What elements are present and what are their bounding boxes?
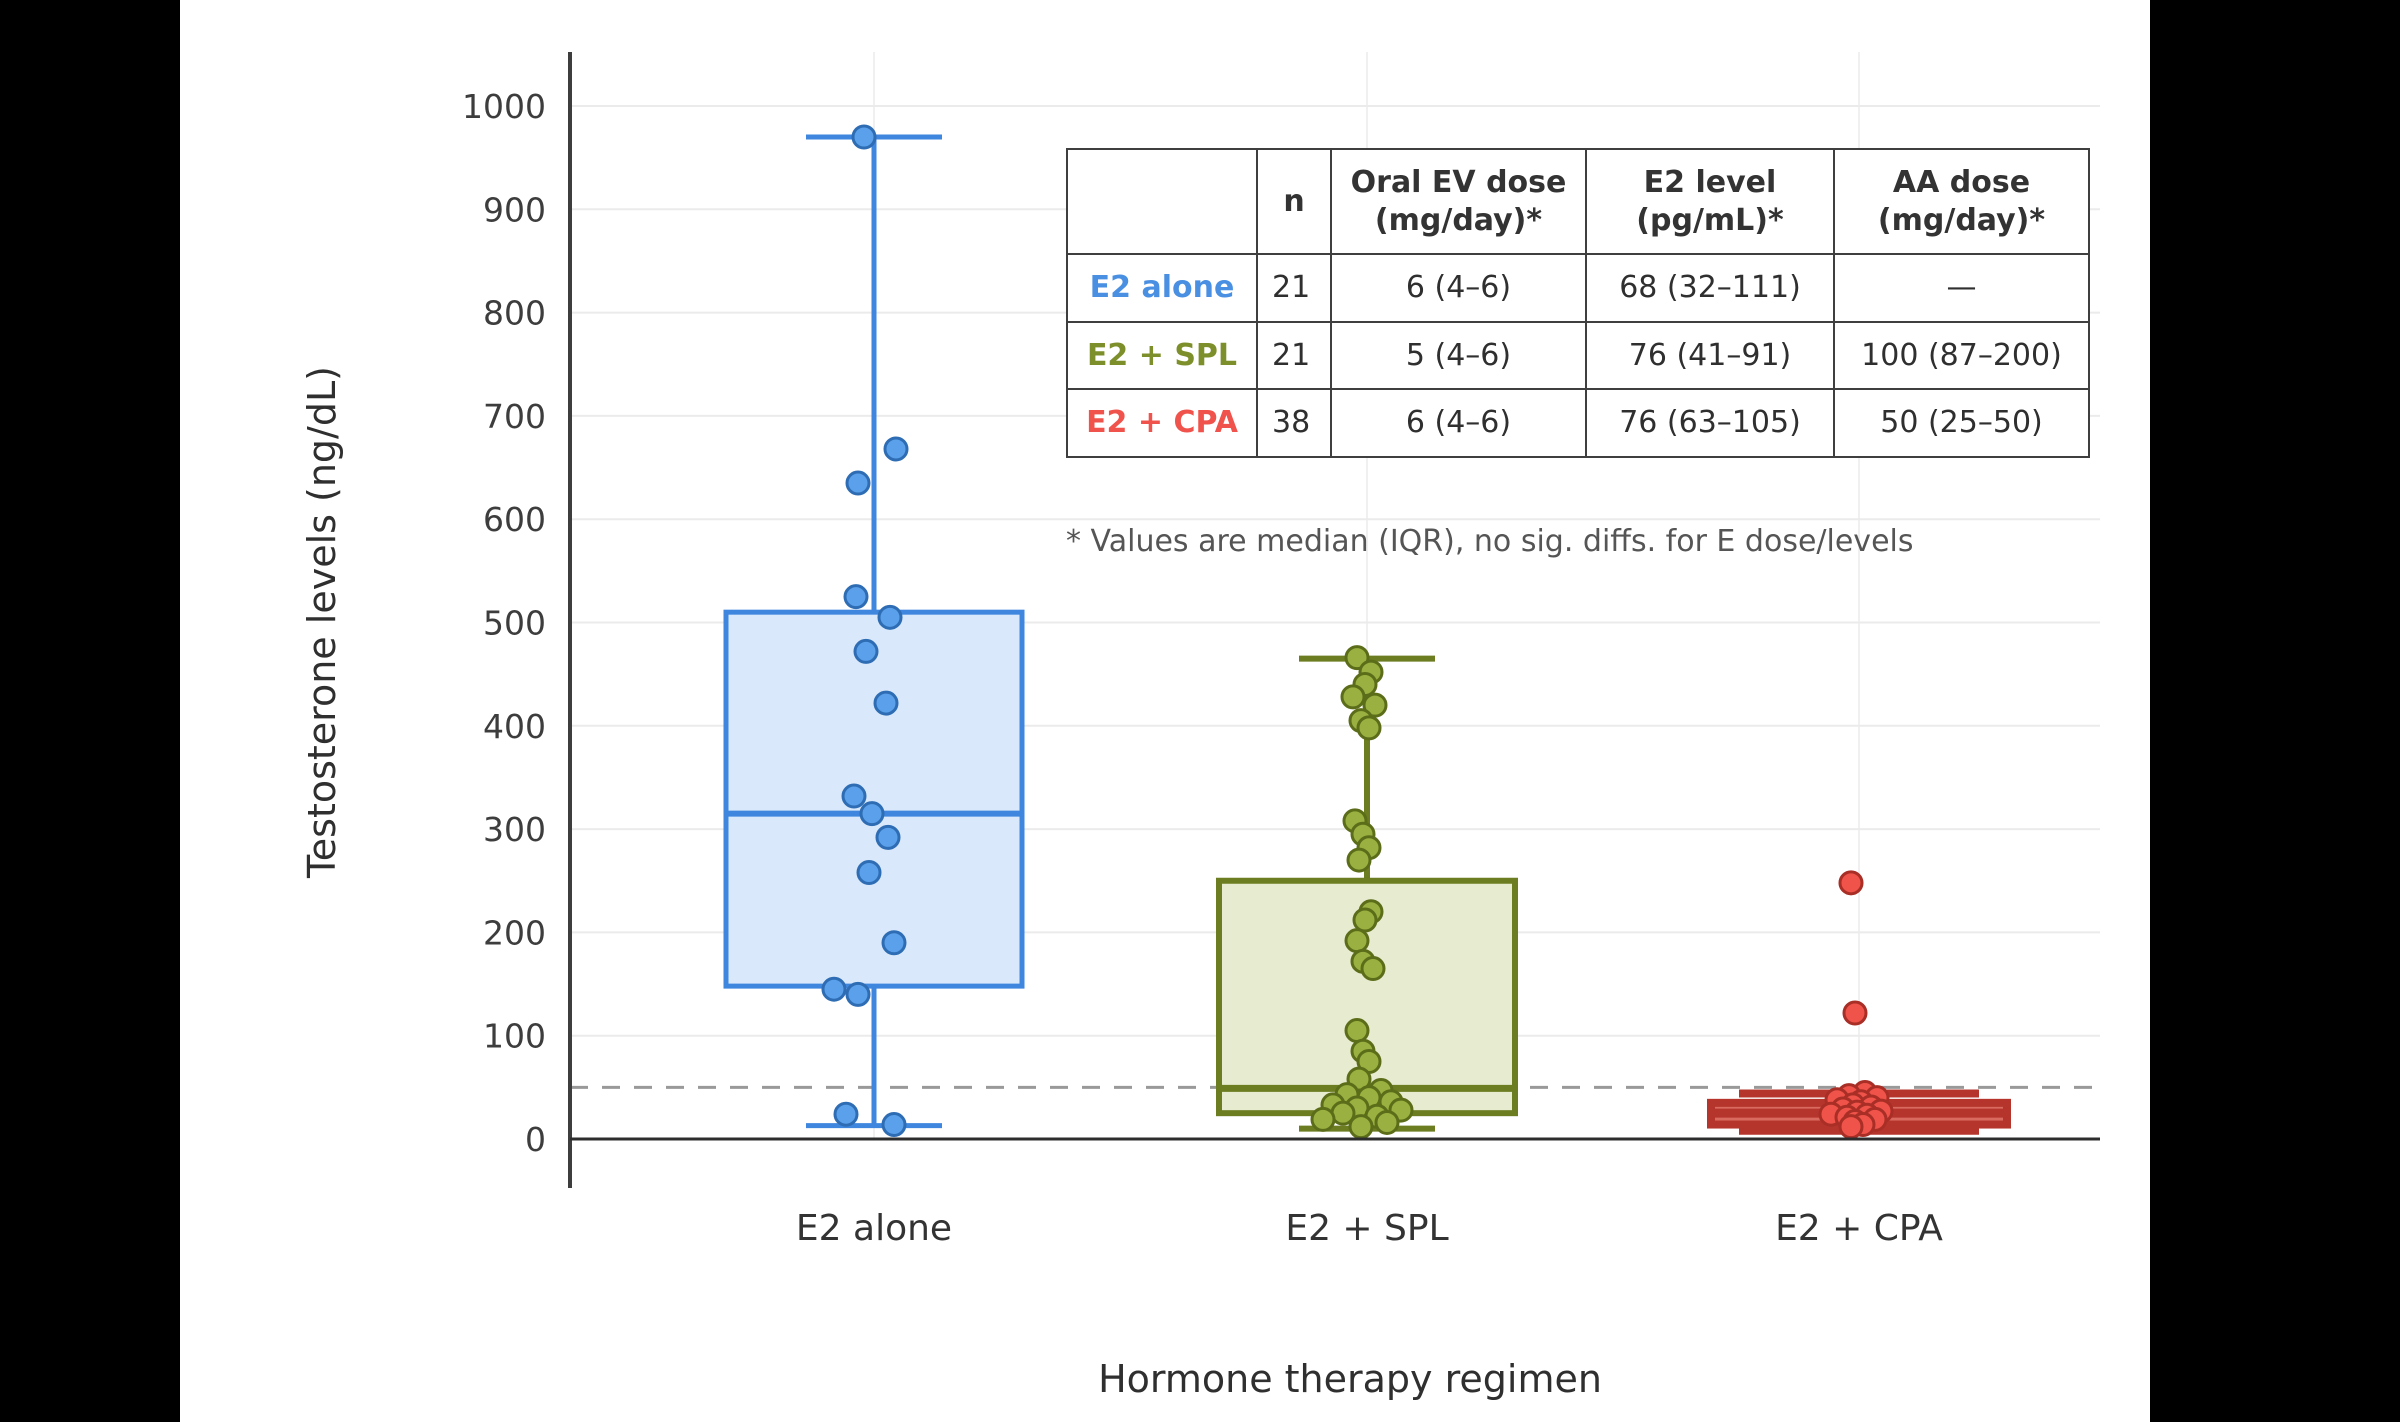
cell-n: 38 xyxy=(1256,388,1332,458)
svg-text:900: 900 xyxy=(483,190,546,229)
cell-aa-dose: 100 (87–200) xyxy=(1833,320,2090,390)
row-label-e2-alone: E2 alone xyxy=(1066,253,1258,323)
cell-n: 21 xyxy=(1256,253,1332,323)
data-points-e2-spl xyxy=(1310,645,1414,1140)
cell-e2-level: 68 (32–111) xyxy=(1585,253,1835,323)
box-group-e2-cpa xyxy=(1707,870,2011,1140)
x-axis-title: Hormone therapy regimen xyxy=(1098,1357,1602,1401)
table-footnote: * Values are median (IQR), no sig. diffs… xyxy=(1066,524,1914,559)
svg-text:1000: 1000 xyxy=(462,87,546,126)
table-row-e2-cpa: E2 + CPA 38 6 (4–6) 76 (63–105) 50 (25–5… xyxy=(1066,388,2090,458)
row-label-e2-cpa: E2 + CPA xyxy=(1066,388,1258,458)
data-points-e2-cpa xyxy=(1818,870,1894,1140)
y-tick-labels: 0 100 200 300 400 500 600 700 800 900 1000 xyxy=(462,87,546,1159)
row-label-e2-spl: E2 + SPL xyxy=(1066,320,1258,390)
cell-ev-dose: 5 (4–6) xyxy=(1330,320,1587,390)
svg-text:100: 100 xyxy=(483,1017,546,1056)
x-tick-labels: E2 alone E2 + SPL E2 + CPA xyxy=(796,1208,1943,1249)
cell-aa-dose: 50 (25–50) xyxy=(1833,388,2090,458)
svg-text:400: 400 xyxy=(483,707,546,746)
svg-text:E2 + SPL: E2 + SPL xyxy=(1285,1208,1448,1249)
svg-text:E2 alone: E2 alone xyxy=(796,1208,952,1249)
svg-text:800: 800 xyxy=(483,294,546,333)
data-points-e2-alone xyxy=(821,124,909,1138)
svg-text:E2 + CPA: E2 + CPA xyxy=(1775,1208,1943,1249)
svg-text:500: 500 xyxy=(483,604,546,643)
cell-n: 21 xyxy=(1256,320,1332,390)
table-header-e2-level: E2 level (pg/mL)* xyxy=(1585,148,1835,255)
cell-aa-dose: — xyxy=(1833,253,2090,323)
table-header-n: n xyxy=(1256,148,1332,255)
cell-e2-level: 76 (41–91) xyxy=(1585,320,1835,390)
chart-panel: 0 100 200 300 400 500 600 700 800 900 1000 E2 alone… xyxy=(180,0,2150,1422)
cell-e2-level: 76 (63–105) xyxy=(1585,388,1835,458)
table-header-row: n Oral EV dose (mg/day)* E2 level (pg/mL… xyxy=(1066,148,2090,255)
table-row-e2-alone: E2 alone 21 6 (4–6) 68 (32–111) — xyxy=(1066,253,2090,323)
svg-text:0: 0 xyxy=(525,1120,546,1159)
cell-ev-dose: 6 (4–6) xyxy=(1330,388,1587,458)
svg-text:200: 200 xyxy=(483,913,546,952)
svg-text:700: 700 xyxy=(483,397,546,436)
box-group-e2-spl xyxy=(1216,645,1518,1140)
summary-table: n Oral EV dose (mg/day)* E2 level (pg/mL… xyxy=(1066,148,2090,458)
table-header-empty xyxy=(1066,148,1258,255)
table-header-ev-dose: Oral EV dose (mg/day)* xyxy=(1330,148,1587,255)
svg-text:300: 300 xyxy=(483,810,546,849)
svg-text:600: 600 xyxy=(483,500,546,539)
table-row-e2-spl: E2 + SPL 21 5 (4–6) 76 (41–91) 100 (87–2… xyxy=(1066,320,2090,390)
table-header-aa-dose: AA dose (mg/day)* xyxy=(1833,148,2090,255)
cell-ev-dose: 6 (4–6) xyxy=(1330,253,1587,323)
box-group-e2-alone xyxy=(723,124,1025,1138)
y-axis-title: Testosterone levels (ng/dL) xyxy=(300,366,344,879)
